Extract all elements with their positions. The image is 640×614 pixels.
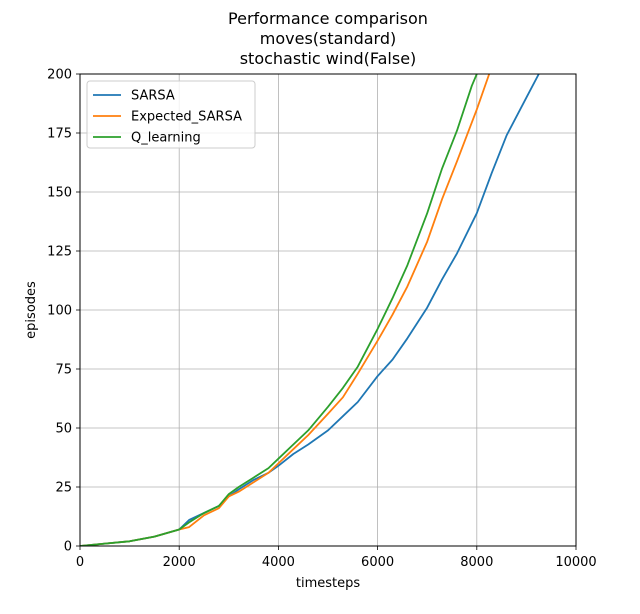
x-ticks: 0 2000 4000 6000 8000 10000 (76, 546, 597, 570)
legend-box (86, 80, 256, 149)
y-tick-label: 50 (55, 422, 72, 437)
x-tick-label: 2000 (163, 555, 196, 570)
legend-label: Q_learning (131, 131, 201, 146)
chart-title: Performance comparisonmoves(standard)sto… (228, 9, 428, 68)
x-tick-label: 6000 (361, 555, 394, 570)
y-tick-label: 200 (47, 68, 72, 83)
y-tick-label: 150 (47, 186, 72, 201)
y-tick-label: 100 (47, 304, 72, 319)
y-tick-label: 25 (55, 481, 72, 496)
chart-title-line-2: moves(standard) (260, 29, 396, 48)
y-tick-label: 75 (55, 363, 72, 378)
x-tick-label: 10000 (555, 555, 596, 570)
x-axis-label: timesteps (296, 576, 360, 591)
series-line-sarsa (80, 74, 540, 546)
series-line-q-learning (80, 74, 478, 546)
x-tick-label: 8000 (460, 555, 493, 570)
y-ticks: 0 25 50 75 100 125 150 175 200 (47, 68, 80, 555)
series-lines (80, 74, 540, 546)
x-tick-label: 4000 (262, 555, 295, 570)
y-tick-label: 125 (47, 245, 72, 260)
y-tick-label: 175 (47, 127, 72, 142)
legend-label: SARSA (131, 89, 175, 104)
y-axis-label: episodes (24, 281, 39, 339)
chart-title-line-3: stochastic wind(False) (240, 49, 417, 68)
x-tick-label: 0 (76, 555, 84, 570)
legend: SARSA Expected_SARSA Q_learning (86, 80, 256, 149)
chart-title-line-1: Performance comparison (228, 9, 428, 28)
y-tick-label: 0 (64, 540, 72, 555)
legend-label: Expected_SARSA (131, 110, 242, 125)
